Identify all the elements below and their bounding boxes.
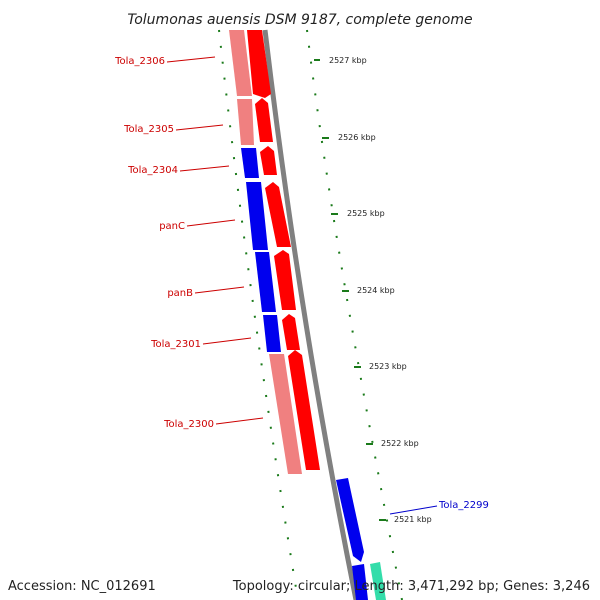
gene-panB (274, 250, 296, 310)
gene-tola-2299 (336, 478, 364, 562)
gene-label-tola-2305: Tola_2305 (123, 124, 174, 135)
tick-label: 2526 kbp (338, 133, 376, 142)
gene-label-tola-2301: Tola_2301 (150, 339, 201, 350)
leader-line (202, 337, 252, 345)
gene-tola-2305 (255, 98, 273, 142)
scale-ticks: 2527 kbp 2526 kbp 2525 kbp 2524 kbp 2523… (314, 56, 432, 524)
leader-line (179, 165, 230, 172)
guide-tracks (218, 29, 403, 600)
leader-line (186, 219, 236, 227)
leader-line (175, 124, 224, 131)
tick-label: 2523 kbp (369, 362, 407, 371)
feature-panC-reverse (246, 182, 268, 250)
tick-label: 2524 kbp (357, 286, 395, 295)
genome-summary-text: Topology: circular; Length: 3,471,292 bp… (232, 579, 590, 594)
gene-label-panB: panB (167, 288, 193, 299)
feature-panB-reverse (255, 252, 276, 312)
tick-label: 2527 kbp (329, 56, 367, 65)
gene-label-tola-2306: Tola_2306 (114, 56, 165, 67)
gene-label-tola-2300: Tola_2300 (163, 419, 214, 430)
feature-tola-2306-light (229, 30, 252, 96)
light-feature-track (229, 30, 302, 474)
gene-label-tola-2299: Tola_2299 (438, 500, 489, 511)
tick-label: 2525 kbp (347, 209, 385, 218)
gene-label-tola-2304: Tola_2304 (127, 165, 178, 176)
genome-backbone (262, 29, 359, 600)
leader-line (215, 417, 264, 425)
gene-label-panC: panC (159, 221, 185, 232)
gene-tola-2301 (282, 314, 300, 350)
tick-label: 2522 kbp (381, 439, 419, 448)
feature-other (370, 562, 386, 600)
forward-gene-track (247, 30, 320, 470)
tick-label: 2521 kbp (394, 515, 432, 524)
leader-line (194, 286, 245, 294)
map-title: Tolumonas auensis DSM 9187, complete gen… (127, 12, 472, 28)
gene-tola-2300 (288, 350, 320, 470)
feature-tola-2305-light (237, 99, 254, 145)
accession-text: Accession: NC_012691 (8, 579, 156, 594)
leader-line (389, 505, 438, 515)
gene-tola-2306 (247, 30, 271, 98)
gene-panC (265, 182, 291, 247)
outer-dotted-track (306, 29, 403, 600)
inner-dotted-track (218, 29, 299, 600)
gene-labels: Tola_2306 Tola_2305 Tola_2304 panC panB … (114, 56, 489, 515)
feature-tola-2300-light (269, 354, 302, 474)
feature-tola-2301-reverse (263, 315, 281, 352)
leader-line (166, 56, 216, 63)
gene-tola-2304 (260, 146, 277, 175)
feature-tola-2304-reverse (241, 148, 259, 178)
gene-tola-2299-continued (352, 564, 368, 600)
